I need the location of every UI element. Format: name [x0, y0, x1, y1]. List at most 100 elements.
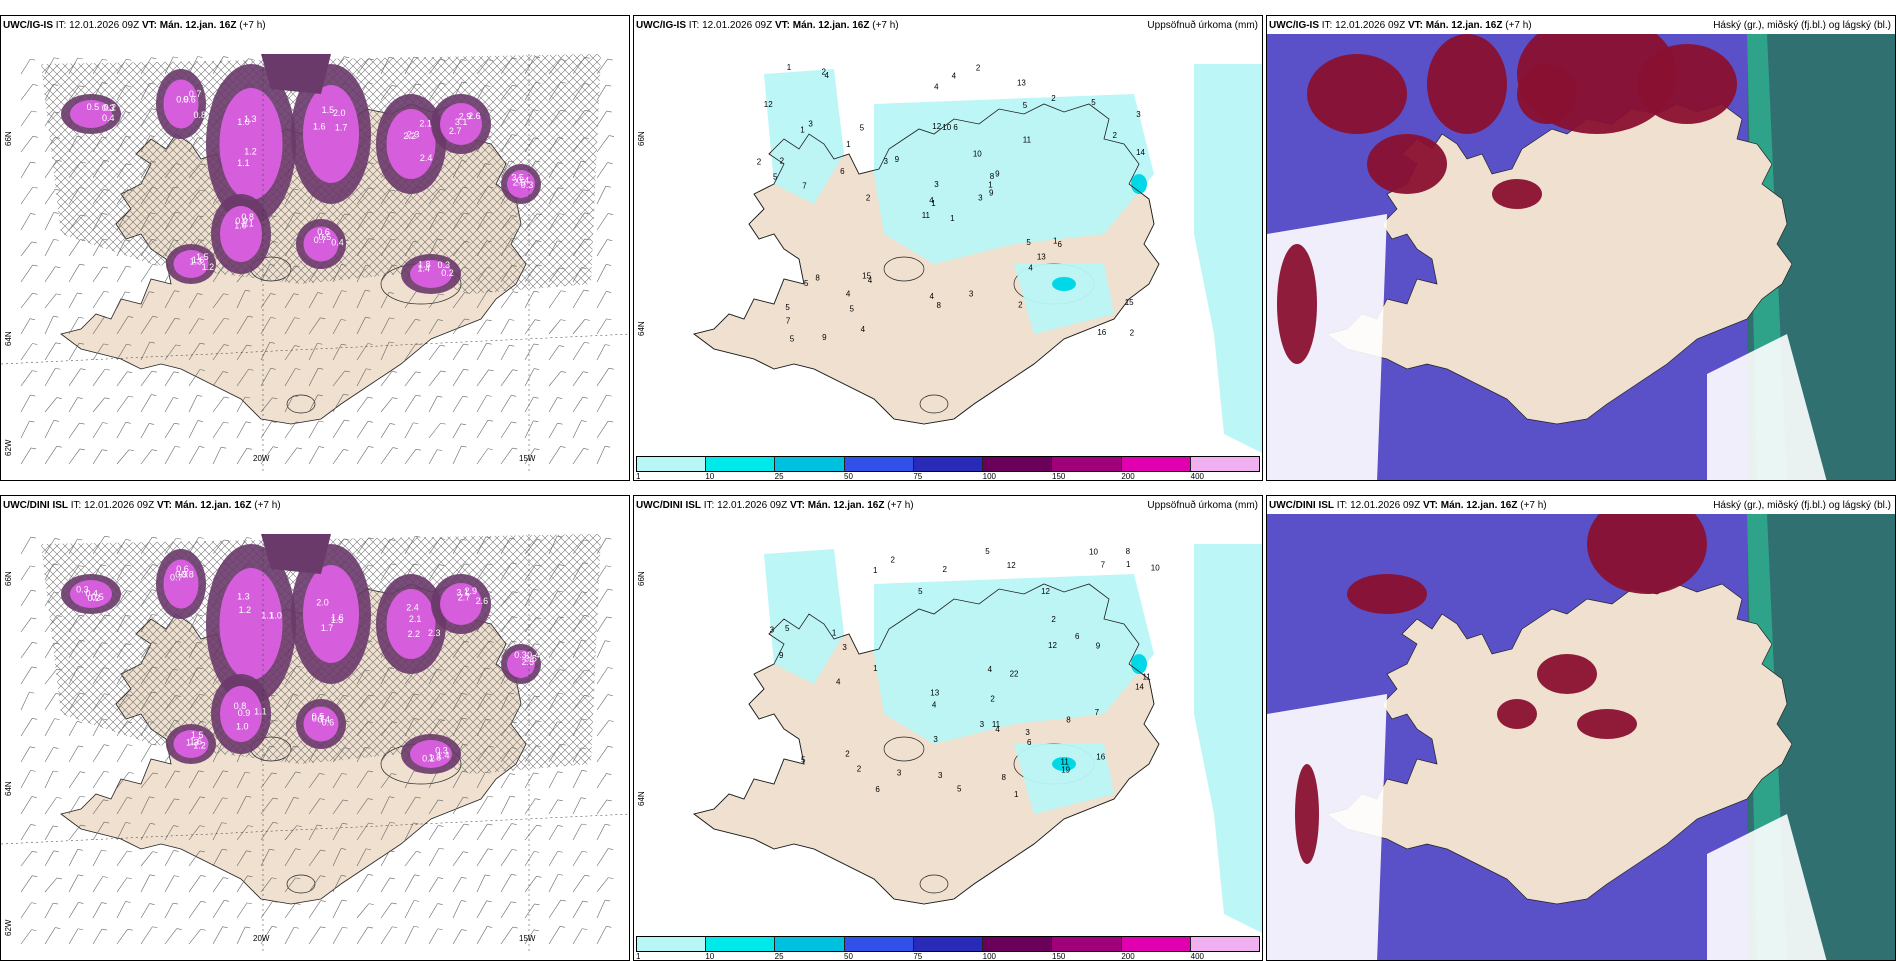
wind-barb	[572, 539, 585, 555]
colorbar-swatch	[1052, 457, 1122, 471]
wind-barb	[509, 692, 515, 695]
wind-barb	[29, 691, 35, 694]
snow-area-bright	[219, 88, 283, 200]
wind-barb	[548, 874, 559, 893]
wind-barb	[68, 565, 80, 581]
wind-barb	[188, 215, 199, 231]
precip-area-light	[1194, 64, 1262, 453]
wind-barb	[224, 396, 230, 399]
colorbar-tick-label: 100	[982, 952, 997, 961]
wind-barb	[500, 823, 512, 841]
wind-barb	[140, 239, 152, 257]
wind-barb	[583, 137, 590, 139]
wind-barb	[174, 422, 180, 425]
wind-barb	[368, 211, 374, 214]
wind-barb	[222, 371, 229, 373]
wind-barb	[476, 240, 487, 257]
wind-barb	[197, 667, 203, 669]
wind-barb	[116, 797, 128, 815]
wind-barb	[54, 137, 60, 139]
wind-barb	[79, 448, 85, 451]
wind-barb	[572, 289, 585, 309]
wind-barb	[487, 926, 493, 928]
wind-barb	[511, 265, 517, 267]
wind-barb	[308, 394, 319, 413]
wind-barb	[272, 241, 278, 243]
wind-barb	[140, 135, 151, 153]
wind-barb	[188, 929, 201, 945]
wind-barb	[524, 240, 537, 257]
wind-barb	[596, 799, 608, 815]
wind-barb	[284, 825, 297, 841]
wind-barb	[380, 292, 390, 309]
wind-barb	[608, 848, 614, 850]
precip-value-label: 1	[787, 63, 792, 72]
wind-barb	[53, 419, 59, 422]
wind-barb	[246, 537, 252, 539]
wind-barb	[199, 796, 206, 799]
wind-barb	[44, 368, 56, 387]
colorbar-swatch	[844, 457, 914, 471]
wind-barb	[368, 187, 374, 190]
wind-barb	[463, 267, 469, 269]
wind-barb	[44, 420, 55, 439]
wind-barb	[140, 187, 153, 205]
wind-barb	[116, 395, 129, 413]
precip-value-label: 12	[1007, 561, 1016, 570]
wind-barb	[20, 824, 31, 841]
wind-barb	[548, 371, 562, 387]
wind-barb	[476, 85, 486, 101]
wind-barb	[140, 903, 150, 919]
wind-barb	[380, 747, 392, 763]
wind-barb	[332, 799, 344, 815]
wind-barb	[413, 925, 419, 928]
wind-barb	[596, 746, 609, 763]
wind-barb	[413, 563, 419, 566]
wind-barb	[92, 238, 104, 257]
cloud-high-red	[1577, 709, 1637, 739]
wind-barb	[55, 342, 61, 345]
wind-barb	[116, 163, 127, 179]
wind-barb	[20, 746, 31, 763]
wind-barb	[572, 615, 585, 633]
snow-value-label: 1.2	[193, 740, 206, 750]
snow-value-label: 0.3	[521, 180, 534, 190]
snow-map: 0.20.30.40.50.60.70.80.91.01.11.21.31.51…	[1, 514, 629, 960]
wind-barb	[140, 589, 152, 607]
wind-barb	[152, 772, 158, 775]
wind-barb	[596, 420, 609, 439]
wind-barb	[392, 926, 398, 929]
precip-value-label: 4	[846, 290, 851, 299]
wind-barb	[308, 926, 321, 945]
wind-barb	[500, 395, 512, 413]
snow-value-label: 0.8	[193, 110, 206, 120]
wind-barb	[487, 848, 493, 851]
wind-barb	[380, 796, 390, 815]
wind-barb	[44, 160, 57, 179]
wind-barb	[68, 902, 79, 919]
wind-barb	[344, 56, 350, 59]
wind-barb	[476, 59, 489, 75]
snow-value-label: 0.3	[435, 746, 448, 756]
wind-barb	[415, 371, 421, 374]
wind-barb	[116, 590, 128, 607]
snow-value-label: 0.3	[102, 103, 115, 113]
wind-barb	[572, 267, 582, 283]
wind-barb	[596, 394, 607, 413]
precip-value-label: 10	[973, 150, 982, 159]
wind-barb	[101, 642, 107, 644]
panel-dini-snow: UWC/DINI ISL IT: 12.01.2026 09Z VT: Mán.…	[0, 495, 630, 961]
wind-barb	[390, 189, 396, 192]
wind-barb	[92, 213, 103, 231]
wind-barb	[389, 796, 395, 799]
wind-barb	[140, 691, 153, 711]
wind-barb	[212, 293, 224, 309]
snow-value-label: 1.6	[331, 613, 344, 623]
wind-barb	[308, 343, 318, 361]
wind-barb	[102, 213, 108, 215]
wind-barb	[559, 641, 565, 643]
wind-barb	[437, 238, 443, 241]
wind-barb	[428, 83, 441, 101]
glacier-outline	[883, 736, 925, 762]
wind-barb	[270, 293, 276, 295]
